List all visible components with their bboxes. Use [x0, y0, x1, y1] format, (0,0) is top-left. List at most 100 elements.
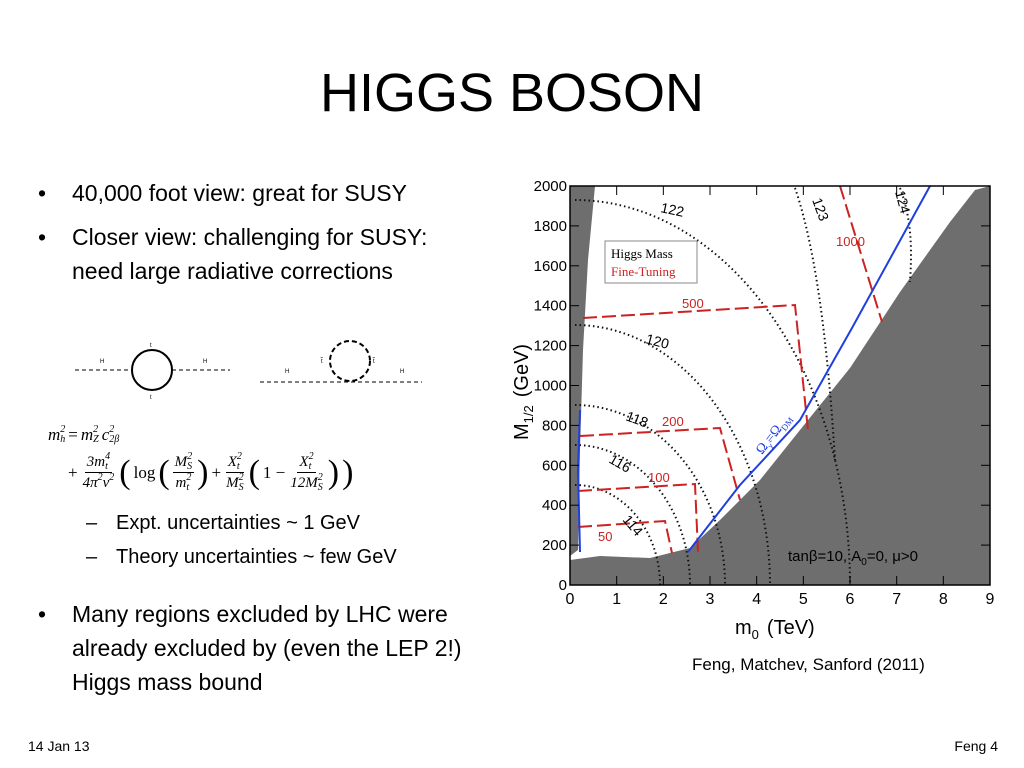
- footer-date: 14 Jan 13: [28, 738, 90, 754]
- y-tick-label: 2000: [534, 178, 567, 195]
- contour: [574, 404, 726, 586]
- bullet: Closer view: challenging for SUSY: need …: [30, 220, 432, 288]
- formula-symbol: m: [48, 425, 61, 444]
- contour: [574, 324, 771, 586]
- higgs-contours: [574, 187, 912, 586]
- contour: [582, 303, 809, 431]
- formula-symbol: M: [174, 453, 188, 470]
- bullet: Many regions excluded by LHC were alread…: [30, 597, 477, 699]
- y-tick-label: 0: [559, 577, 567, 594]
- contour: [899, 187, 912, 283]
- formula-scripts: 2: [98, 473, 103, 493]
- diagram-label: t: [150, 343, 152, 349]
- formula-operator: ): [327, 453, 340, 491]
- superscript: 4: [105, 451, 111, 462]
- bullet-list: 40,000 foot view: great for SUSY Closer …: [30, 176, 500, 298]
- citation: Feng, Matchev, Sanford (2011): [692, 655, 925, 674]
- sub-bullet-list: Expt. uncertainties ~ 1 GeV Theory uncer…: [70, 506, 500, 574]
- excluded-region: [570, 186, 990, 585]
- y-tick-label: 1400: [534, 298, 567, 315]
- x-axis-label: m0 (TeV): [735, 617, 815, 642]
- superscript: 2: [317, 472, 323, 483]
- formula-symbol: 12M: [290, 474, 318, 491]
- superscript: 2: [186, 472, 192, 483]
- formula-symbol: 3: [86, 453, 95, 470]
- fine-tuning-labels: 50 100 200 500 1000: [598, 234, 865, 544]
- annotation: tanβ=10, A0=0, μ>0: [788, 548, 918, 568]
- formula-term: c 2 2β: [102, 425, 120, 445]
- feynman-diagrams: H H t t H H t̃ t̃: [75, 340, 422, 401]
- x-tick-label: 9: [986, 591, 995, 608]
- subscript: S: [238, 482, 244, 493]
- curve: [687, 185, 931, 553]
- formula-scripts: 2: [109, 473, 114, 493]
- y-tick-label: 1200: [534, 338, 567, 355]
- y-tick-label: 200: [542, 537, 567, 554]
- y-axis-label: M1/2(GeV): [511, 344, 536, 440]
- superscript: 2: [97, 472, 103, 483]
- formula-operator: 1 −: [262, 462, 286, 482]
- subscript: t: [236, 461, 240, 472]
- formula-symbol: v: [102, 474, 110, 491]
- contour-label: 124: [892, 189, 914, 216]
- contour-label: 1000: [836, 234, 865, 249]
- x-tick-label: 4: [752, 591, 761, 608]
- superscript: 2: [93, 424, 99, 435]
- x-tick-label: 0: [566, 591, 575, 608]
- sub-bullet: Theory uncertainties ~ few GeV: [70, 540, 500, 574]
- subscript: S: [187, 461, 193, 472]
- contour-label: 116: [607, 451, 635, 476]
- superscript: 2: [109, 472, 115, 483]
- subscript: t: [308, 461, 312, 472]
- legend-entry: Higgs Mass: [611, 246, 673, 261]
- formula-denominator: 12M 2 S: [288, 473, 325, 493]
- chart: Higgs Mass Fine-Tuning 114 116 118 120 1…: [511, 178, 995, 642]
- formula-symbol: 4π: [82, 474, 98, 491]
- diagram-label: t̃: [372, 358, 376, 365]
- formula-operator: (: [248, 453, 260, 491]
- contour-label: 120: [644, 330, 671, 352]
- diagram-label: H: [203, 359, 207, 365]
- formula-operator: =: [68, 425, 78, 444]
- formula-term: 12M 2 S: [290, 473, 323, 493]
- formula-symbol: m: [94, 453, 106, 470]
- contour: [577, 482, 699, 553]
- contour: [574, 484, 661, 586]
- formula-operator: (: [158, 453, 170, 491]
- subscript: 2β: [109, 434, 120, 445]
- diagram-label: H: [400, 369, 404, 375]
- subscript: S: [317, 482, 323, 493]
- subscript: t: [105, 461, 108, 472]
- y-tick-label: 400: [542, 497, 567, 514]
- contour-label: 122: [659, 199, 685, 220]
- superscript: 2: [187, 451, 193, 462]
- formula-symbol: X: [227, 453, 237, 470]
- diagram-label: H: [100, 359, 104, 365]
- sub-bullet: Expt. uncertainties ~ 1 GeV: [70, 506, 500, 540]
- formula-operator: +: [68, 462, 78, 482]
- contour-label: 500: [682, 296, 704, 311]
- x-tick-label: 3: [706, 591, 715, 608]
- superscript: 2: [236, 451, 242, 462]
- y-tick-label: 1000: [534, 378, 567, 395]
